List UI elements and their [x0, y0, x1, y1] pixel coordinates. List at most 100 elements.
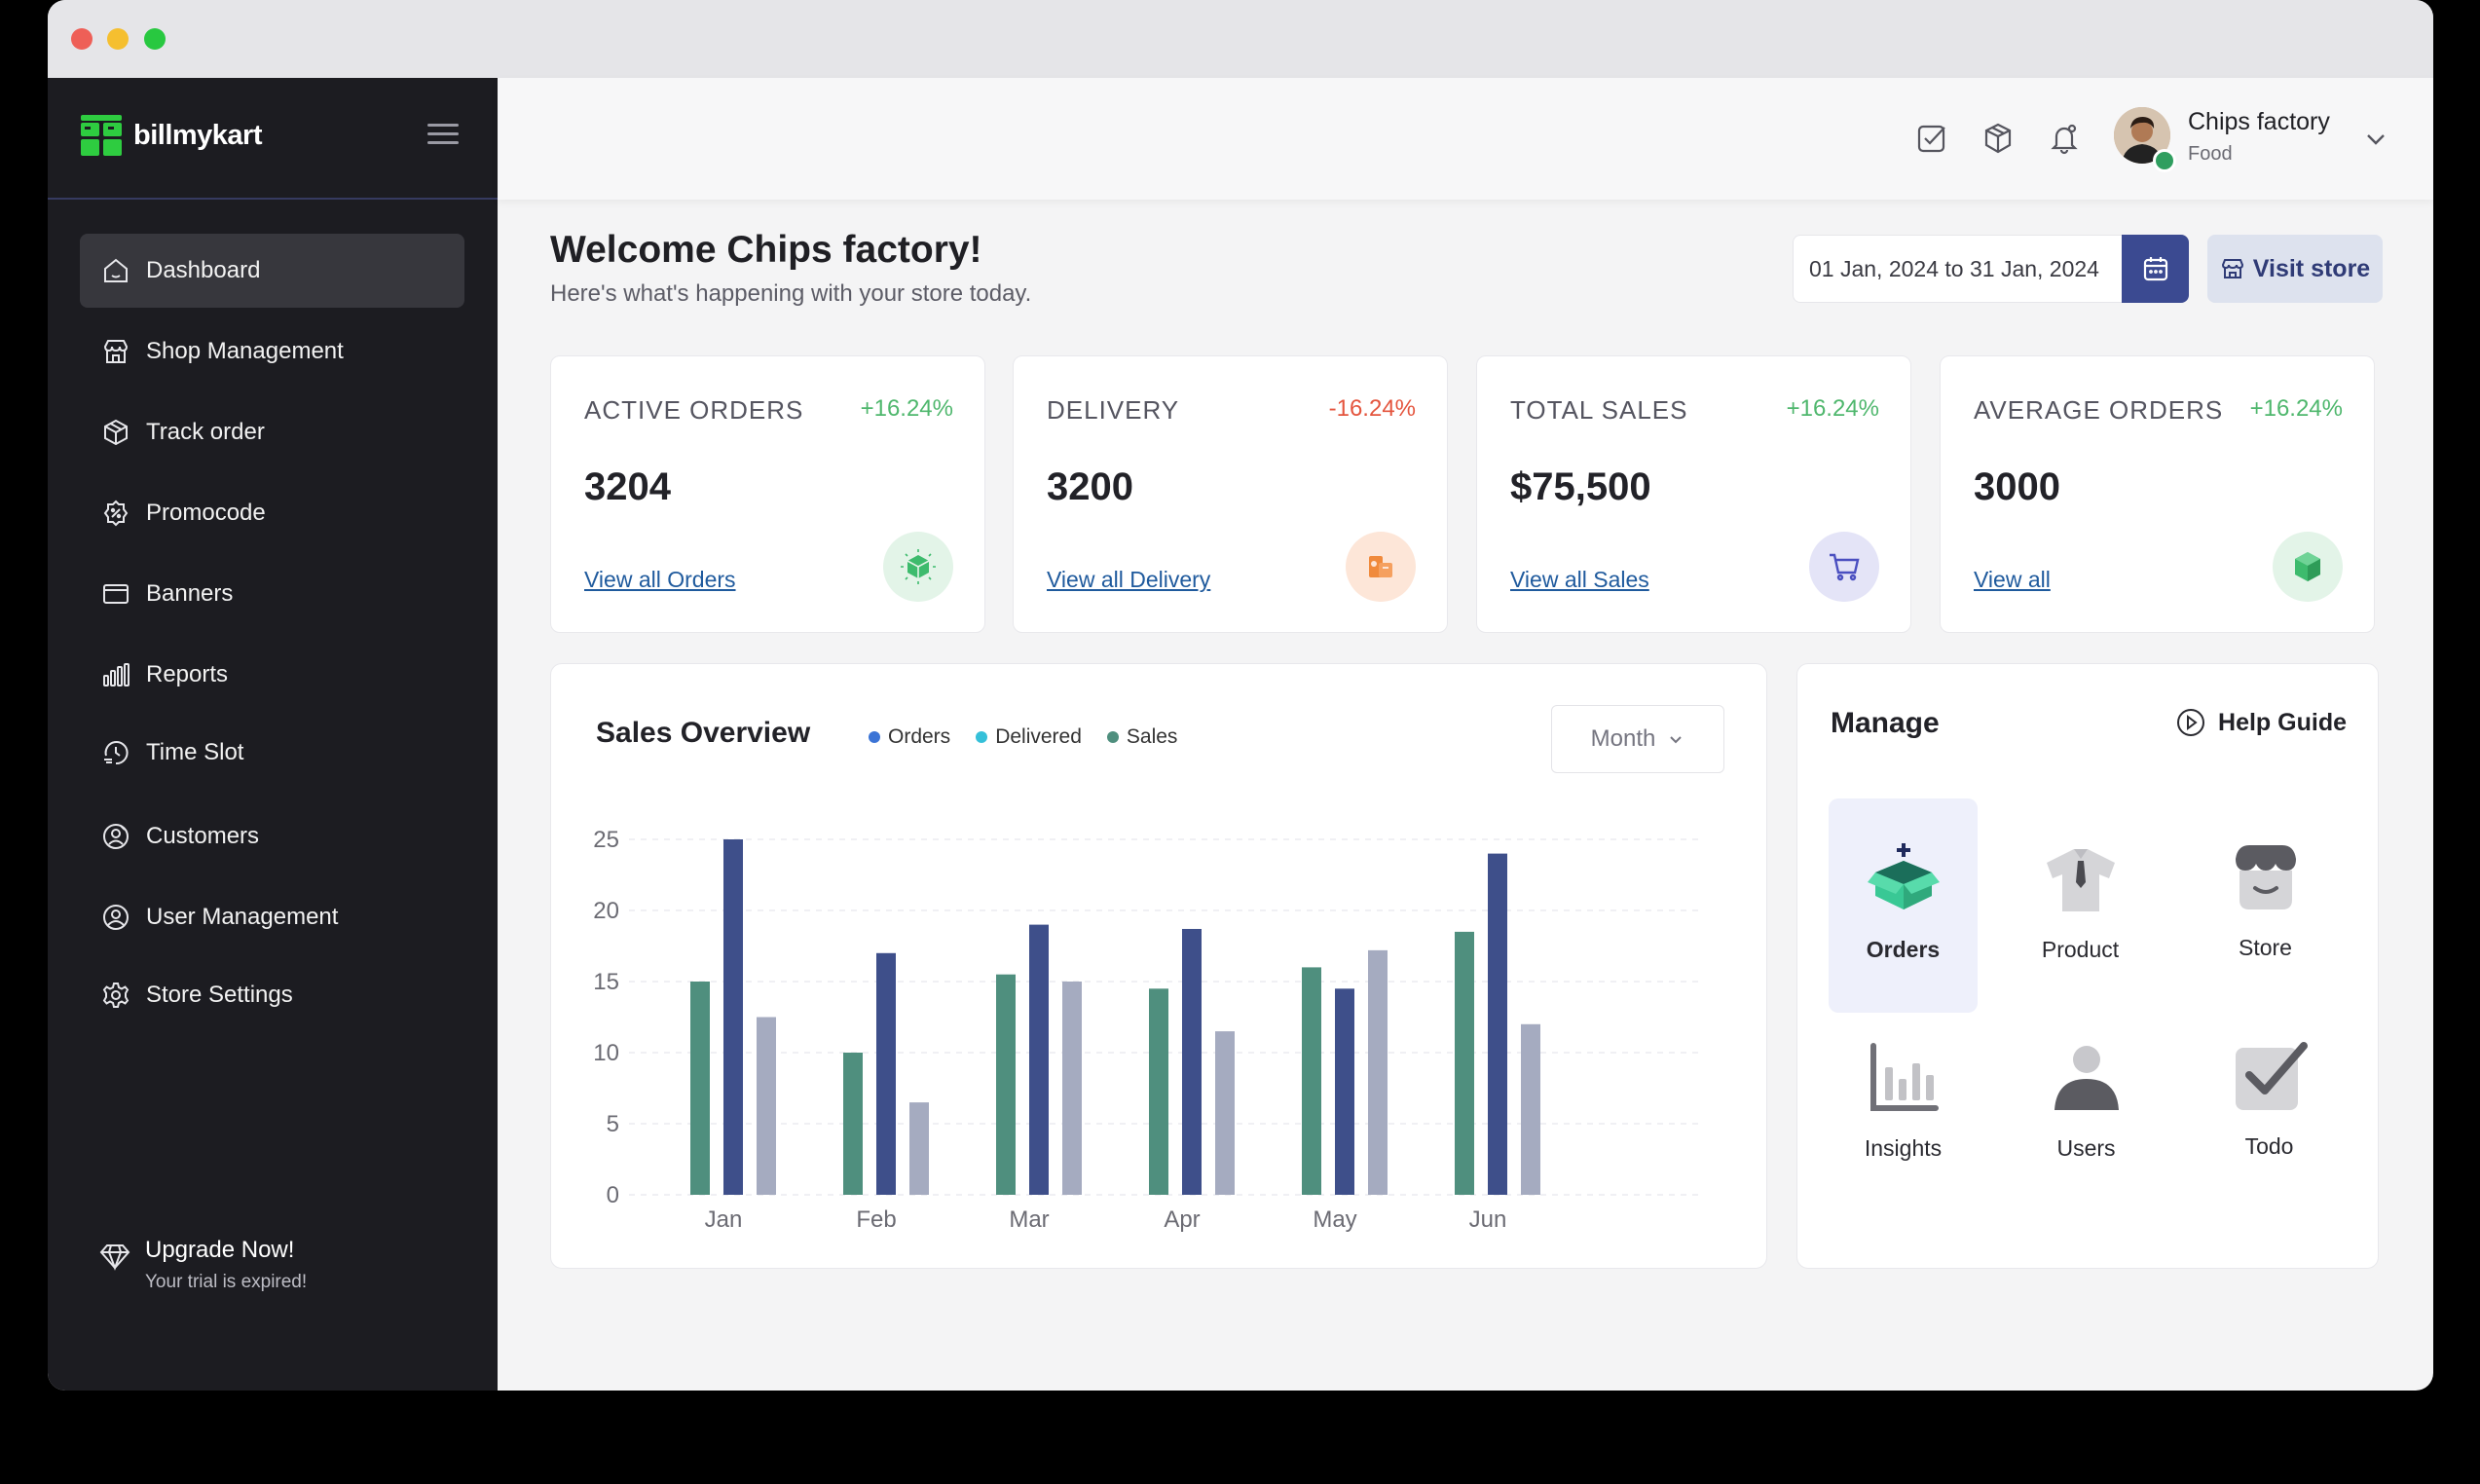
x-tick-label: Mar	[1009, 1206, 1049, 1233]
sidebar-item-label: Dashboard	[146, 257, 261, 283]
bar-jun-1[interactable]	[1488, 853, 1507, 1195]
bar-apr-2[interactable]	[1215, 1031, 1235, 1195]
bar-may-0[interactable]	[1302, 967, 1321, 1195]
box-sparkle-icon	[883, 532, 953, 602]
sidebar-item-customers[interactable]: Customers	[80, 799, 464, 873]
stat-card-active-orders: ACTIVE ORDERS +16.24% 3204 View all Orde…	[550, 355, 985, 633]
legend-dot	[1106, 731, 1119, 743]
bar-feb-1[interactable]	[876, 952, 896, 1195]
page-title: Welcome Chips factory!	[550, 229, 982, 271]
x-tick-label: Jun	[1469, 1206, 1507, 1233]
sidebar-item-time-slot[interactable]: Time Slot	[80, 716, 464, 790]
bar-feb-2[interactable]	[909, 1102, 929, 1195]
chevron-down-icon	[1670, 736, 1683, 744]
card-value: 3204	[584, 465, 671, 508]
card-delta: +16.24%	[1786, 395, 1879, 422]
sidebar-item-promocode[interactable]: Promocode	[80, 476, 464, 550]
sidebar-item-track-order[interactable]: Track order	[80, 395, 464, 469]
delivery-box-icon	[1346, 532, 1416, 602]
view-all-link[interactable]: View all	[1974, 567, 2051, 592]
visit-store-button[interactable]: Visit store	[2207, 235, 2383, 303]
x-tick-label: May	[1313, 1206, 1356, 1233]
legend-item-sales[interactable]: Sales	[1106, 725, 1177, 749]
sidebar-item-label: Store Settings	[146, 982, 293, 1008]
manage-tile-store[interactable]: Store	[2191, 798, 2340, 1013]
discount-badge-icon	[99, 497, 132, 530]
view-all-sales-link[interactable]: View all Sales	[1510, 567, 1649, 592]
sidebar-item-label: Shop Management	[146, 338, 344, 364]
manage-tile-product[interactable]: Product	[2006, 798, 2155, 1013]
bar-mar-0[interactable]	[996, 974, 1016, 1195]
bar-feb-0[interactable]	[843, 1053, 863, 1195]
bar-jan-0[interactable]	[690, 982, 710, 1195]
checkbox-icon[interactable]	[1910, 117, 1953, 160]
tile-label: Orders	[1866, 937, 1941, 962]
user-role: Food	[2188, 143, 2233, 165]
manage-tile-users[interactable]: Users	[2012, 1013, 2161, 1227]
user-circle-icon	[99, 901, 132, 934]
sidebar-divider	[48, 198, 498, 200]
sidebar-item-label: Reports	[146, 661, 229, 687]
minimize-window-button[interactable]	[107, 28, 129, 50]
title-bar	[48, 0, 2433, 78]
play-circle-icon	[2177, 709, 2205, 736]
sidebar-item-banners[interactable]: Banners	[80, 557, 464, 631]
sidebar-item-user-management[interactable]: User Management	[80, 880, 464, 954]
sidebar-item-dashboard[interactable]: Dashboard	[80, 234, 464, 308]
package-icon[interactable]	[1977, 117, 2019, 160]
hamburger-menu-icon[interactable]	[427, 121, 459, 148]
legend-item-delivered[interactable]: Delivered	[976, 725, 1082, 749]
calendar-button[interactable]	[2122, 235, 2189, 303]
card-delta: +16.24%	[860, 395, 953, 422]
bell-icon[interactable]	[2043, 117, 2086, 160]
manage-tile-orders[interactable]: Orders	[1829, 798, 1978, 1013]
bar-jun-0[interactable]	[1455, 931, 1474, 1195]
y-tick-label: 5	[607, 1111, 619, 1137]
view-all-delivery-link[interactable]: View all Delivery	[1047, 567, 1211, 592]
main-content: Welcome Chips factory! Here's what's hap…	[498, 200, 2433, 1391]
manage-tile-insights[interactable]: Insights	[1829, 1013, 1978, 1227]
y-tick-label: 10	[593, 1040, 619, 1066]
stat-card-delivery: DELIVERY -16.24% 3200 View all Delivery	[1013, 355, 1448, 633]
upgrade-title: Upgrade Now!	[145, 1237, 295, 1263]
sidebar-item-shop-management[interactable]: Shop Management	[80, 315, 464, 389]
legend-item-orders[interactable]: Orders	[869, 725, 950, 749]
help-guide-label: Help Guide	[2218, 708, 2347, 736]
gear-icon	[99, 979, 132, 1012]
date-range-input[interactable]: 01 Jan, 2024 to 31 Jan, 2024	[1793, 235, 2124, 303]
sidebar-item-reports[interactable]: Reports	[80, 638, 464, 712]
bar-may-2[interactable]	[1368, 949, 1388, 1195]
legend-dot	[976, 731, 988, 743]
online-status-indicator	[2153, 149, 2176, 172]
bar-jun-2[interactable]	[1521, 1023, 1540, 1195]
card-icon	[99, 577, 132, 611]
card-title: AVERAGE ORDERS	[1974, 395, 2224, 425]
chart-title: Sales Overview	[596, 717, 811, 749]
period-select[interactable]: Month	[1551, 705, 1724, 773]
bar-jan-1[interactable]	[723, 839, 743, 1195]
bar-chart-icon	[99, 658, 132, 691]
sales-bar-chart: 0 5 10 15 20 25 Jan Feb Mar Apr May Jun	[593, 827, 1700, 1233]
user-name: Chips factory	[2188, 108, 2330, 135]
orders-box-icon	[1867, 843, 1940, 909]
bar-mar-1[interactable]	[1029, 924, 1049, 1195]
legend-label: Delivered	[995, 725, 1082, 748]
view-all-orders-link[interactable]: View all Orders	[584, 567, 736, 592]
bar-apr-1[interactable]	[1182, 928, 1202, 1195]
page-subtitle: Here's what's happening with your store …	[550, 280, 1032, 307]
bar-apr-0[interactable]	[1149, 988, 1168, 1195]
maximize-window-button[interactable]	[144, 28, 166, 50]
chevron-down-icon[interactable]	[2363, 127, 2388, 152]
manage-tile-todo[interactable]: Todo	[2195, 1013, 2344, 1227]
customer-icon	[99, 820, 132, 853]
help-guide-button[interactable]: Help Guide	[2175, 707, 2347, 738]
close-window-button[interactable]	[71, 28, 93, 50]
bar-mar-2[interactable]	[1062, 982, 1082, 1195]
bar-jan-2[interactable]	[757, 1017, 776, 1196]
sidebar-item-label: Track order	[146, 419, 265, 445]
brand[interactable]: billmykart	[79, 111, 263, 160]
sidebar-item-store-settings[interactable]: Store Settings	[80, 958, 464, 1032]
top-header: Chips factory Food	[498, 78, 2433, 200]
sales-overview-card: Sales Overview Orders Delivered Sales Mo…	[550, 663, 1767, 1269]
bar-may-1[interactable]	[1335, 988, 1354, 1195]
